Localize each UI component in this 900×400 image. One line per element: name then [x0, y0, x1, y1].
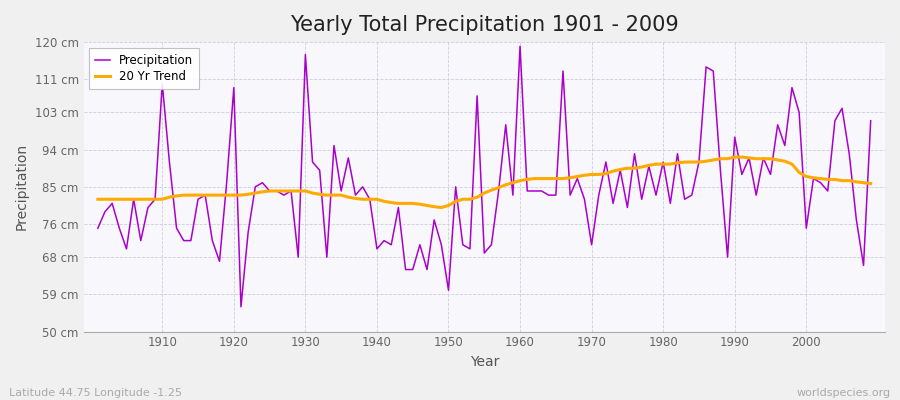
20 Yr Trend [522, 177, 533, 182]
20 Yr Trend [436, 205, 446, 210]
Precipitation [529, 188, 540, 193]
20 Yr Trend [608, 169, 618, 174]
Precipitation [615, 168, 626, 173]
20 Yr Trend [350, 196, 361, 201]
Legend: Precipitation, 20 Yr Trend: Precipitation, 20 Yr Trend [89, 48, 199, 89]
20 Yr Trend [729, 155, 740, 160]
Precipitation [314, 168, 325, 173]
Precipitation [522, 188, 533, 193]
X-axis label: Year: Year [470, 355, 499, 369]
20 Yr Trend [515, 178, 526, 183]
20 Yr Trend [865, 181, 876, 186]
Precipitation [515, 44, 526, 49]
20 Yr Trend [149, 197, 160, 202]
Line: 20 Yr Trend: 20 Yr Trend [98, 157, 870, 208]
Precipitation [357, 184, 368, 189]
Precipitation [93, 226, 104, 231]
Precipitation [149, 197, 160, 202]
20 Yr Trend [307, 191, 318, 196]
Precipitation [865, 118, 876, 123]
Text: Latitude 44.75 Longitude -1.25: Latitude 44.75 Longitude -1.25 [9, 388, 182, 398]
Y-axis label: Precipitation: Precipitation [15, 143, 29, 230]
20 Yr Trend [93, 197, 104, 202]
Text: worldspecies.org: worldspecies.org [796, 388, 891, 398]
Title: Yearly Total Precipitation 1901 - 2009: Yearly Total Precipitation 1901 - 2009 [290, 15, 679, 35]
Line: Precipitation: Precipitation [98, 46, 870, 307]
Precipitation [236, 304, 247, 309]
